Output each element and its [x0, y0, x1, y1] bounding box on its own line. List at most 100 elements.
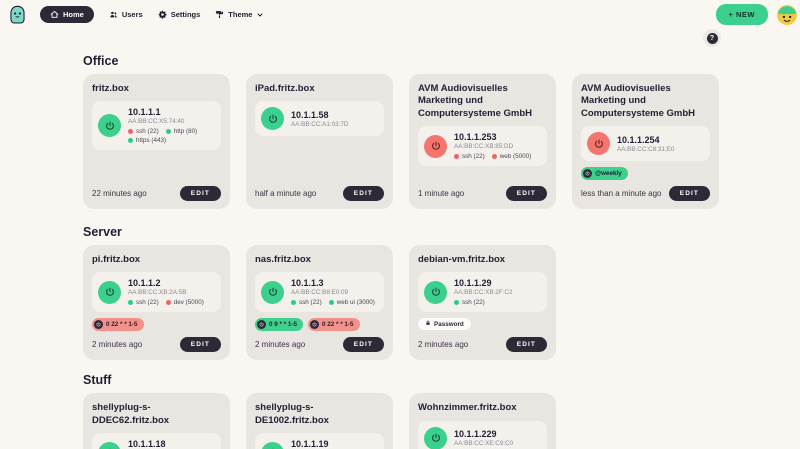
power-icon	[431, 287, 441, 297]
edit-button[interactable]: EDIT	[342, 337, 384, 353]
device-mac: AA:BB:CC:C8:31:E0	[617, 145, 675, 153]
device-panel: 10.1.1.2 AA:BB:CC:XB:2A:5B ssh (22) dev (50…	[92, 272, 221, 313]
port-list: ssh (22) dev (5000)	[128, 299, 215, 306]
power-icon	[268, 114, 278, 124]
device-panel: 10.1.1.3 AA:BB:CC:B8:E0:09 ssh (22) web ui …	[255, 272, 384, 313]
device-mac: AA:BB:CC:XB:2A:5B	[128, 289, 187, 297]
port-list: ssh (22)	[454, 299, 541, 306]
power-button[interactable]	[424, 426, 447, 449]
port-closed-dot	[454, 154, 459, 160]
device-mac: AA:BB:CC:X5:74:40	[128, 118, 185, 126]
new-button[interactable]: + NEW	[715, 4, 768, 25]
power-button[interactable]	[424, 134, 447, 158]
device-card: fritz.box 10.1.1.1 AA:BB:CC:X5:74:40 ssh (2…	[83, 74, 230, 210]
device-ip: 10.1.1.254	[617, 134, 660, 145]
last-seen: less than a minute ago	[581, 189, 662, 199]
device-panel: 10.1.1.18AA:BB:CC:X5:67:C3http (80)	[92, 433, 221, 449]
section-title: Office	[83, 54, 119, 68]
power-schedule-icon	[94, 320, 103, 330]
schedule-badge: @weekly	[581, 167, 628, 181]
device-panel: 10.1.1.58 AA:BB:CC:A1:03:7D	[255, 101, 384, 137]
device-card: nas.fritz.box 10.1.1.3 AA:BB:CC:B8:E0:09 ss…	[246, 245, 393, 361]
card-footer: less than a minute ago EDIT	[581, 180, 710, 202]
power-button[interactable]	[98, 114, 121, 138]
power-button[interactable]	[261, 441, 284, 449]
card-footer: 2 minutes ago EDIT	[92, 331, 221, 353]
device-mac: AA:BB:CC:XE:C9:C0	[454, 440, 514, 448]
device-ip: 10.1.1.58	[291, 109, 329, 120]
port-label: ssh (22)	[299, 299, 322, 307]
device-section: Stuff shellyplug-s-DDEC62.fritz.box 10.1.1…	[83, 373, 719, 449]
last-seen: 2 minutes ago	[255, 340, 306, 350]
power-button[interactable]	[424, 280, 447, 304]
device-card: AVM Audiovisuelles Marketing und Compute…	[409, 74, 556, 210]
edit-button[interactable]: EDIT	[179, 337, 221, 353]
edit-button[interactable]: EDIT	[505, 337, 547, 353]
device-name: AVM Audiovisuelles Marketing und Compute…	[581, 83, 696, 119]
gear-icon	[158, 10, 167, 19]
schedule-label: @weekly	[595, 170, 622, 178]
device-info: 10.1.1.2 AA:BB:CC:XB:2A:5B ssh (22) dev (50…	[128, 278, 215, 306]
port-badge: https (443)	[128, 137, 166, 144]
port-badge: web (5000)	[491, 153, 531, 160]
power-button[interactable]	[98, 280, 121, 304]
help-button[interactable]: ?	[703, 29, 721, 47]
device-mac: AA:BB:CC:A1:03:7D	[291, 120, 349, 128]
last-seen: 2 minutes ago	[418, 340, 469, 350]
port-label: http (80)	[173, 128, 198, 136]
nav-home-label: Home	[63, 10, 84, 19]
port-badge: dev (5000)	[165, 299, 204, 306]
device-dashboard: Office fritz.box 10.1.1.1 AA:BB:CC:X5:74:40…	[0, 54, 800, 449]
power-button[interactable]	[587, 132, 610, 156]
device-ip: 10.1.1.229	[454, 429, 497, 440]
nav-users[interactable]: Users	[109, 10, 143, 19]
power-icon	[268, 287, 278, 297]
device-name: AVM Audiovisuelles Marketing und Compute…	[418, 83, 533, 119]
port-label: web ui (3000)	[336, 299, 375, 307]
user-avatar[interactable]	[777, 4, 797, 25]
device-grid: shellyplug-s-DDEC62.fritz.box10.1.1.18AA…	[83, 393, 719, 449]
power-button[interactable]	[98, 441, 121, 449]
device-card: pi.fritz.box 10.1.1.2 AA:BB:CC:XB:2A:5B ssh…	[83, 245, 230, 361]
power-button[interactable]	[261, 280, 284, 304]
power-icon	[105, 121, 115, 131]
device-section: Office fritz.box 10.1.1.1 AA:BB:CC:X5:74:40…	[83, 54, 719, 210]
device-card: shellyplug-s-DE1002.fritz.box 10.1.1.19AA…	[246, 393, 393, 449]
device-card: shellyplug-s-DDEC62.fritz.box 10.1.1.18AA…	[83, 393, 230, 449]
edit-button[interactable]: EDIT	[179, 186, 221, 202]
nav-right: + NEW	[715, 4, 797, 25]
last-seen: 2 minutes ago	[92, 340, 143, 350]
edit-button[interactable]: EDIT	[505, 186, 547, 202]
power-button[interactable]	[261, 107, 284, 131]
password-badge: Password	[418, 318, 471, 331]
port-badge: ssh (22)	[291, 299, 322, 306]
port-closed-dot	[128, 129, 133, 135]
device-ip: 10.1.1.29	[454, 278, 492, 289]
port-list: ssh (22) http (80) https (443)	[128, 128, 215, 144]
last-seen: 22 minutes ago	[92, 189, 147, 199]
device-name: shellyplug-s-DE1002.fritz.box	[255, 402, 329, 426]
nav-home[interactable]: Home	[40, 6, 94, 23]
port-list: ssh (22) web ui (3000)	[291, 299, 378, 306]
app-logo[interactable]	[7, 4, 28, 25]
device-panel: 10.1.1.253 AA:BB:CC:XB:85:DD ssh (22) web (…	[418, 126, 547, 167]
power-icon	[105, 287, 115, 297]
edit-button[interactable]: EDIT	[668, 186, 710, 202]
power-schedule-icon	[257, 320, 266, 330]
port-open-dot	[454, 300, 459, 306]
device-mac: AA:BB:CC:B8:E0:09	[291, 289, 349, 297]
port-label: ssh (22)	[136, 128, 159, 136]
nav-settings[interactable]: Settings	[158, 10, 200, 19]
edit-button[interactable]: EDIT	[342, 186, 384, 202]
device-info: 10.1.1.19AA:BB:CC:X0:2B:32http (80)	[291, 439, 378, 449]
device-ip: 10.1.1.253	[454, 132, 497, 143]
badge-row: 0 22 * * 1-5	[92, 318, 221, 332]
card-footer: 22 minutes ago EDIT	[92, 180, 221, 202]
port-closed-dot	[491, 154, 497, 160]
port-label: ssh (22)	[136, 299, 159, 307]
device-info: 10.1.1.254 AA:BB:CC:C8:31:E0	[617, 135, 704, 153]
badge-row: Password	[418, 318, 547, 331]
device-info: 10.1.1.3 AA:BB:CC:B8:E0:09 ssh (22) web ui …	[291, 278, 378, 306]
nav-theme[interactable]: Theme	[215, 10, 264, 19]
top-nav: Home Users Settings Theme + NEW	[0, 0, 800, 26]
